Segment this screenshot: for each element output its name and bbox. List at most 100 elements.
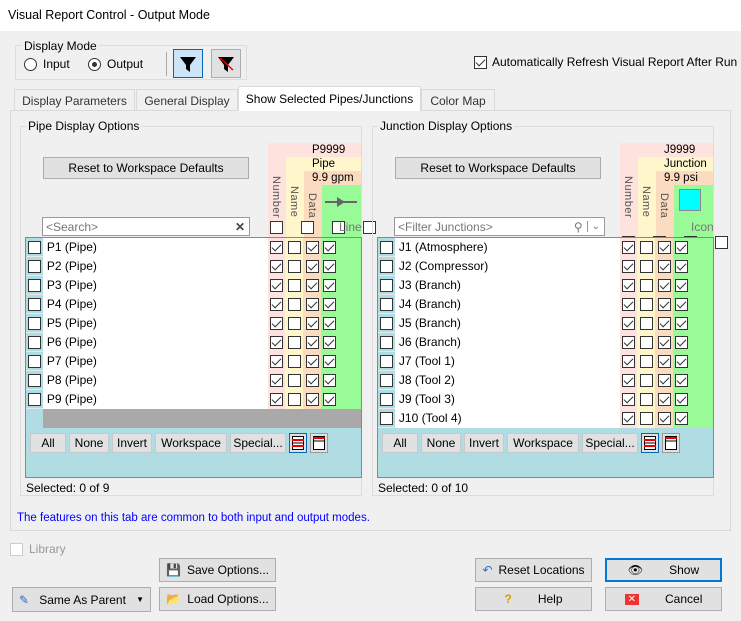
list-item[interactable]: P6 (Pipe) [26,332,361,352]
row-show-checkbox[interactable] [675,240,689,254]
pipes-search-input[interactable]: <Search> ✕ [42,217,250,236]
row-number-checkbox[interactable] [621,240,635,254]
save-options-button[interactable]: 💾 Save Options... [159,558,276,582]
cancel-button[interactable]: ✕ Cancel [605,587,722,611]
row-select-checkbox[interactable] [379,392,393,406]
row-show-checkbox[interactable] [675,297,689,311]
row-data-checkbox[interactable] [305,240,319,254]
row-number-checkbox[interactable] [621,335,635,349]
list-item[interactable]: J2 (Compressor) [378,256,713,276]
row-name-checkbox[interactable] [287,373,301,387]
pipes-reset-defaults-button[interactable]: Reset to Workspace Defaults [43,157,249,179]
row-select-checkbox[interactable] [27,392,41,406]
row-number-checkbox[interactable] [269,354,283,368]
special-button[interactable]: Special... [582,433,638,453]
row-show-checkbox[interactable] [675,411,689,425]
row-data-checkbox[interactable] [305,335,319,349]
row-data-checkbox[interactable] [657,354,671,368]
row-select-checkbox[interactable] [379,411,393,425]
radio-input-circle[interactable] [24,57,37,71]
row-number-checkbox[interactable] [269,392,283,406]
row-name-checkbox[interactable] [287,259,301,273]
row-name-checkbox[interactable] [639,316,653,330]
row-number-checkbox[interactable] [269,259,283,273]
filter-button[interactable] [173,49,203,78]
list-item[interactable]: J6 (Branch) [378,332,713,352]
radio-input[interactable]: Input [24,57,70,71]
clear-icon[interactable]: ✕ [234,219,245,234]
help-button[interactable]: ? Help [475,587,592,611]
row-name-checkbox[interactable] [639,259,653,273]
row-data-checkbox[interactable] [657,411,671,425]
row-name-checkbox[interactable] [287,278,301,292]
row-show-checkbox[interactable] [323,240,337,254]
list-item[interactable]: J5 (Branch) [378,313,713,333]
row-data-checkbox[interactable] [305,354,319,368]
all-button[interactable]: All [382,433,418,453]
row-show-checkbox[interactable] [323,259,337,273]
row-select-checkbox[interactable] [379,259,393,273]
auto-refresh-checkbox[interactable]: Automatically Refresh Visual Report Afte… [474,55,737,69]
list-item[interactable]: J10 (Tool 4) [378,408,713,428]
row-name-checkbox[interactable] [639,278,653,292]
row-name-checkbox[interactable] [639,297,653,311]
row-data-checkbox[interactable] [305,278,319,292]
list-item[interactable]: P8 (Pipe) [26,370,361,390]
library-checkbox[interactable]: Library [10,542,66,556]
row-data-checkbox[interactable] [305,373,319,387]
row-show-checkbox[interactable] [675,335,689,349]
row-name-checkbox[interactable] [287,297,301,311]
row-show-checkbox[interactable] [675,354,689,368]
row-select-checkbox[interactable] [27,278,41,292]
show-all-lines-button[interactable] [289,433,307,453]
row-data-checkbox[interactable] [657,373,671,387]
row-data-checkbox[interactable] [657,240,671,254]
row-select-checkbox[interactable] [379,297,393,311]
workspace-button[interactable]: Workspace [155,433,227,453]
row-name-checkbox[interactable] [287,316,301,330]
list-item[interactable]: J7 (Tool 1) [378,351,713,371]
row-select-checkbox[interactable] [379,373,393,387]
row-select-checkbox[interactable] [27,297,41,311]
list-item[interactable]: J8 (Tool 2) [378,370,713,390]
search-icon[interactable]: ⚲ [573,219,583,234]
row-show-checkbox[interactable] [323,373,337,387]
row-select-checkbox[interactable] [379,278,393,292]
tab-show-selected[interactable]: Show Selected Pipes/Junctions [238,86,421,111]
pipes-name-all-checkbox[interactable] [301,221,314,235]
radio-output[interactable]: Output [88,57,143,71]
row-select-checkbox[interactable] [27,335,41,349]
row-number-checkbox[interactable] [269,278,283,292]
junctions-search-input[interactable]: <Filter Junctions> ⚲ ⌄ [394,217,605,236]
row-show-checkbox[interactable] [323,316,337,330]
all-button[interactable]: All [30,433,66,453]
row-select-checkbox[interactable] [27,373,41,387]
list-item[interactable]: P9 (Pipe) [26,389,361,409]
row-show-checkbox[interactable] [675,278,689,292]
tab-display-parameters[interactable]: Display Parameters [14,89,135,111]
row-select-checkbox[interactable] [379,316,393,330]
row-number-checkbox[interactable] [621,411,635,425]
list-item[interactable]: P7 (Pipe) [26,351,361,371]
show-all-lines-button[interactable] [641,433,659,453]
row-name-checkbox[interactable] [287,392,301,406]
show-header-line-button[interactable] [662,433,680,453]
row-number-checkbox[interactable] [621,373,635,387]
row-number-checkbox[interactable] [621,392,635,406]
none-button[interactable]: None [69,433,109,453]
row-show-checkbox[interactable] [323,392,337,406]
row-show-checkbox[interactable] [323,297,337,311]
row-select-checkbox[interactable] [379,335,393,349]
list-item[interactable]: P3 (Pipe) [26,275,361,295]
radio-output-circle[interactable] [88,57,101,71]
chevron-down-icon[interactable]: ⌄ [586,221,604,232]
row-show-checkbox[interactable] [675,259,689,273]
row-number-checkbox[interactable] [621,259,635,273]
workspace-button[interactable]: Workspace [507,433,579,453]
row-name-checkbox[interactable] [639,392,653,406]
row-data-checkbox[interactable] [657,316,671,330]
row-number-checkbox[interactable] [269,335,283,349]
row-select-checkbox[interactable] [379,354,393,368]
row-data-checkbox[interactable] [657,278,671,292]
row-show-checkbox[interactable] [675,373,689,387]
